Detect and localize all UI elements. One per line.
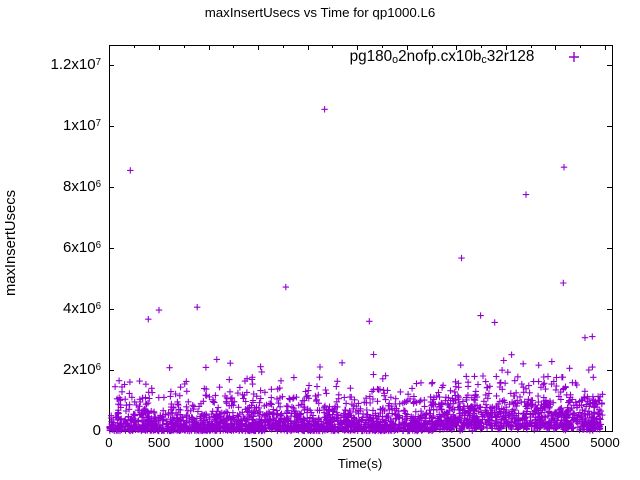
svg-text:6x106: 6x106	[63, 239, 101, 256]
svg-text:Time(s): Time(s)	[338, 456, 383, 471]
svg-text:1x107: 1x107	[63, 117, 101, 134]
svg-text:1500: 1500	[243, 435, 273, 450]
svg-text:3000: 3000	[392, 435, 422, 450]
svg-text:1000: 1000	[194, 435, 224, 450]
svg-text:2x106: 2x106	[63, 361, 101, 378]
svg-text:0: 0	[105, 435, 112, 450]
svg-text:8x106: 8x106	[63, 178, 101, 195]
svg-text:1.2x107: 1.2x107	[51, 56, 101, 73]
svg-text:5000: 5000	[590, 435, 620, 450]
svg-text:maxInsertUsecs vs Time for qp1: maxInsertUsecs vs Time for qp1000.L6	[205, 5, 436, 20]
svg-text:0: 0	[93, 422, 101, 439]
svg-text:500: 500	[148, 435, 170, 450]
svg-text:4000: 4000	[491, 435, 521, 450]
svg-text:3500: 3500	[441, 435, 471, 450]
svg-text:2000: 2000	[293, 435, 323, 450]
svg-text:4500: 4500	[540, 435, 570, 450]
svg-text:maxInsertUsecs: maxInsertUsecs	[3, 190, 19, 296]
svg-text:2500: 2500	[342, 435, 372, 450]
svg-text:pg180o2nofp.cx10bc32r128: pg180o2nofp.cx10bc32r128	[350, 48, 535, 66]
svg-text:4x106: 4x106	[63, 300, 101, 317]
